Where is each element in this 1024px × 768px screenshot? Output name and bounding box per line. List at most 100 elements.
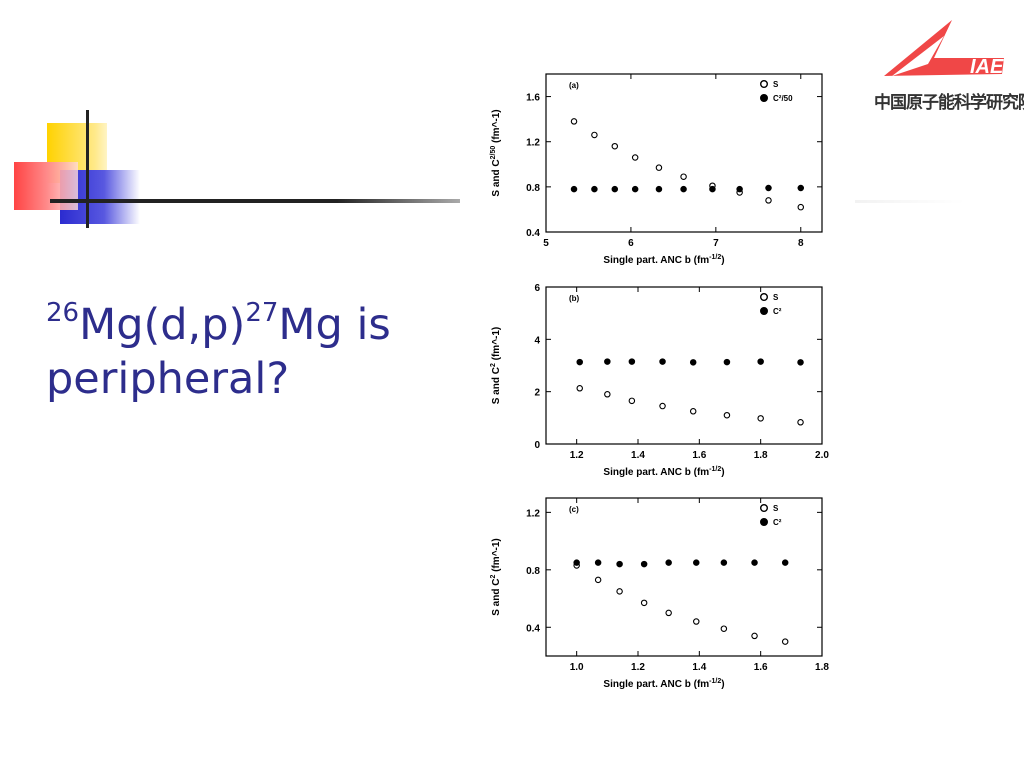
data-point-s bbox=[797, 419, 804, 426]
chart-panel-b: 1.2 1.4 1.6 1.8 2.0 0 2 4 6 (b) S C² Single part. AN… bbox=[490, 283, 829, 478]
data-point-c2 bbox=[797, 184, 805, 192]
y-tick-label: 0 bbox=[534, 440, 540, 451]
data-point-c2 bbox=[570, 185, 578, 193]
legend-marker bbox=[760, 94, 769, 103]
horizontal-rule-right bbox=[855, 200, 965, 203]
y-tick-label: 6 bbox=[534, 283, 540, 294]
data-point-c2 bbox=[797, 359, 804, 366]
svg-text:IAE: IAE bbox=[970, 56, 1004, 78]
charts: 5 6 7 8 0.4 0.8 1.2 1.6 (a) S C²/50 Single part. AN… bbox=[490, 73, 829, 690]
legend-label: S bbox=[773, 80, 779, 89]
data-point-c2 bbox=[591, 185, 598, 193]
data-point-c2 bbox=[751, 559, 758, 566]
y-axis-label: S and C2 (fm^-1) bbox=[490, 327, 502, 405]
data-point-s bbox=[757, 415, 764, 422]
data-point-c2 bbox=[680, 185, 687, 193]
x-axis-label: Single part. ANC b (fm-1/2) bbox=[603, 678, 724, 690]
y-tick-label: 4 bbox=[534, 335, 540, 346]
legend-label: S bbox=[773, 504, 779, 513]
data-point-s bbox=[765, 197, 772, 204]
y-tick-label: 0.8 bbox=[526, 183, 540, 194]
data-point-c2 bbox=[665, 559, 672, 566]
y-tick-label: 0.4 bbox=[526, 228, 540, 239]
data-point-s bbox=[640, 599, 648, 607]
legend-label: C² bbox=[773, 307, 782, 316]
x-tick-label: 6 bbox=[628, 238, 634, 249]
x-tick-label: 1.8 bbox=[815, 662, 829, 673]
data-point-s bbox=[591, 131, 598, 139]
x-tick-label: 1.8 bbox=[754, 450, 768, 461]
data-point-s bbox=[689, 408, 697, 415]
chart-panel-c: 1.0 1.2 1.4 1.6 1.8 0.4 0.8 1.2 (c) S C² Single par… bbox=[490, 497, 829, 690]
data-point-c2 bbox=[720, 559, 728, 566]
panel-label: (c) bbox=[569, 505, 579, 514]
data-point-c2 bbox=[659, 358, 666, 365]
y-tick-label: 1.2 bbox=[526, 508, 540, 519]
x-tick-label: 1.0 bbox=[570, 662, 584, 673]
data-point-c2 bbox=[616, 560, 623, 568]
data-point-s bbox=[693, 618, 700, 625]
y-axis-label: S and C2/50 (fm^-1) bbox=[490, 109, 502, 196]
y-tick-label: 1.2 bbox=[526, 138, 540, 149]
legend-marker bbox=[760, 504, 769, 513]
legend-marker bbox=[760, 518, 769, 527]
chart-panel-a: 5 6 7 8 0.4 0.8 1.2 1.6 (a) S C²/50 Single part. AN… bbox=[490, 73, 823, 266]
x-tick-label: 1.4 bbox=[692, 662, 706, 673]
x-tick-label: 7 bbox=[713, 238, 719, 249]
data-point-c2 bbox=[655, 185, 663, 193]
plot-frame bbox=[545, 497, 823, 657]
legend-marker bbox=[760, 306, 769, 315]
x-tick-label: 2.0 bbox=[815, 450, 829, 461]
y-tick-label: 0.8 bbox=[526, 566, 540, 577]
iae-logo-mark: IAE bbox=[884, 20, 1004, 78]
data-point-c2 bbox=[781, 559, 789, 566]
panel-label: (a) bbox=[569, 81, 579, 90]
x-tick-label: 5 bbox=[543, 238, 549, 249]
x-tick-label: 1.6 bbox=[692, 450, 706, 461]
y-tick-label: 0.4 bbox=[526, 623, 540, 634]
data-point-c2 bbox=[640, 560, 648, 568]
data-point-c2 bbox=[689, 359, 697, 366]
data-point-c2 bbox=[576, 358, 583, 366]
data-point-c2 bbox=[604, 358, 611, 365]
slide-title: 26Mg(d,p)27Mg is peripheral? bbox=[46, 298, 391, 404]
legend-label: S bbox=[773, 293, 779, 302]
data-point-c2 bbox=[723, 358, 731, 366]
institute-name: 中国原子能科学研究院 bbox=[874, 93, 1024, 113]
data-point-c2 bbox=[709, 185, 716, 193]
data-point-c2 bbox=[736, 185, 743, 193]
data-point-s bbox=[611, 142, 619, 150]
legend-label: C²/50 bbox=[773, 94, 793, 103]
data-point-s bbox=[631, 154, 639, 161]
plot-frame bbox=[545, 286, 823, 445]
data-point-s bbox=[723, 411, 731, 419]
data-point-s bbox=[665, 609, 672, 617]
data-point-s bbox=[616, 588, 623, 595]
data-point-s bbox=[594, 576, 602, 584]
x-tick-label: 1.2 bbox=[570, 450, 584, 461]
vertical-rule bbox=[86, 110, 89, 228]
legend-label: C² bbox=[773, 518, 782, 527]
data-point-c2 bbox=[757, 358, 764, 365]
data-point-s bbox=[720, 625, 728, 632]
legend-marker bbox=[760, 80, 769, 89]
data-point-s bbox=[781, 638, 789, 645]
x-tick-label: 1.2 bbox=[631, 662, 645, 673]
x-tick-label: 1.4 bbox=[631, 450, 645, 461]
x-axis-label: Single part. ANC b (fm-1/2) bbox=[603, 254, 724, 266]
data-point-s bbox=[797, 203, 805, 211]
data-point-c2 bbox=[628, 358, 636, 365]
data-point-c2 bbox=[693, 559, 700, 566]
x-tick-label: 8 bbox=[798, 238, 804, 249]
data-point-c2 bbox=[765, 184, 772, 192]
data-point-c2 bbox=[573, 559, 580, 566]
y-tick-label: 2 bbox=[534, 388, 540, 399]
data-point-s bbox=[751, 632, 758, 640]
data-point-s bbox=[604, 391, 611, 398]
institute-logo: IAE 中国原子能科学研究院 bbox=[874, 18, 1024, 122]
y-axis-label: S and C2 (fm^-1) bbox=[490, 538, 502, 616]
data-point-s bbox=[576, 385, 583, 392]
data-point-c2 bbox=[594, 559, 602, 566]
x-tick-label: 1.6 bbox=[754, 662, 768, 673]
plot-frame bbox=[545, 73, 823, 233]
